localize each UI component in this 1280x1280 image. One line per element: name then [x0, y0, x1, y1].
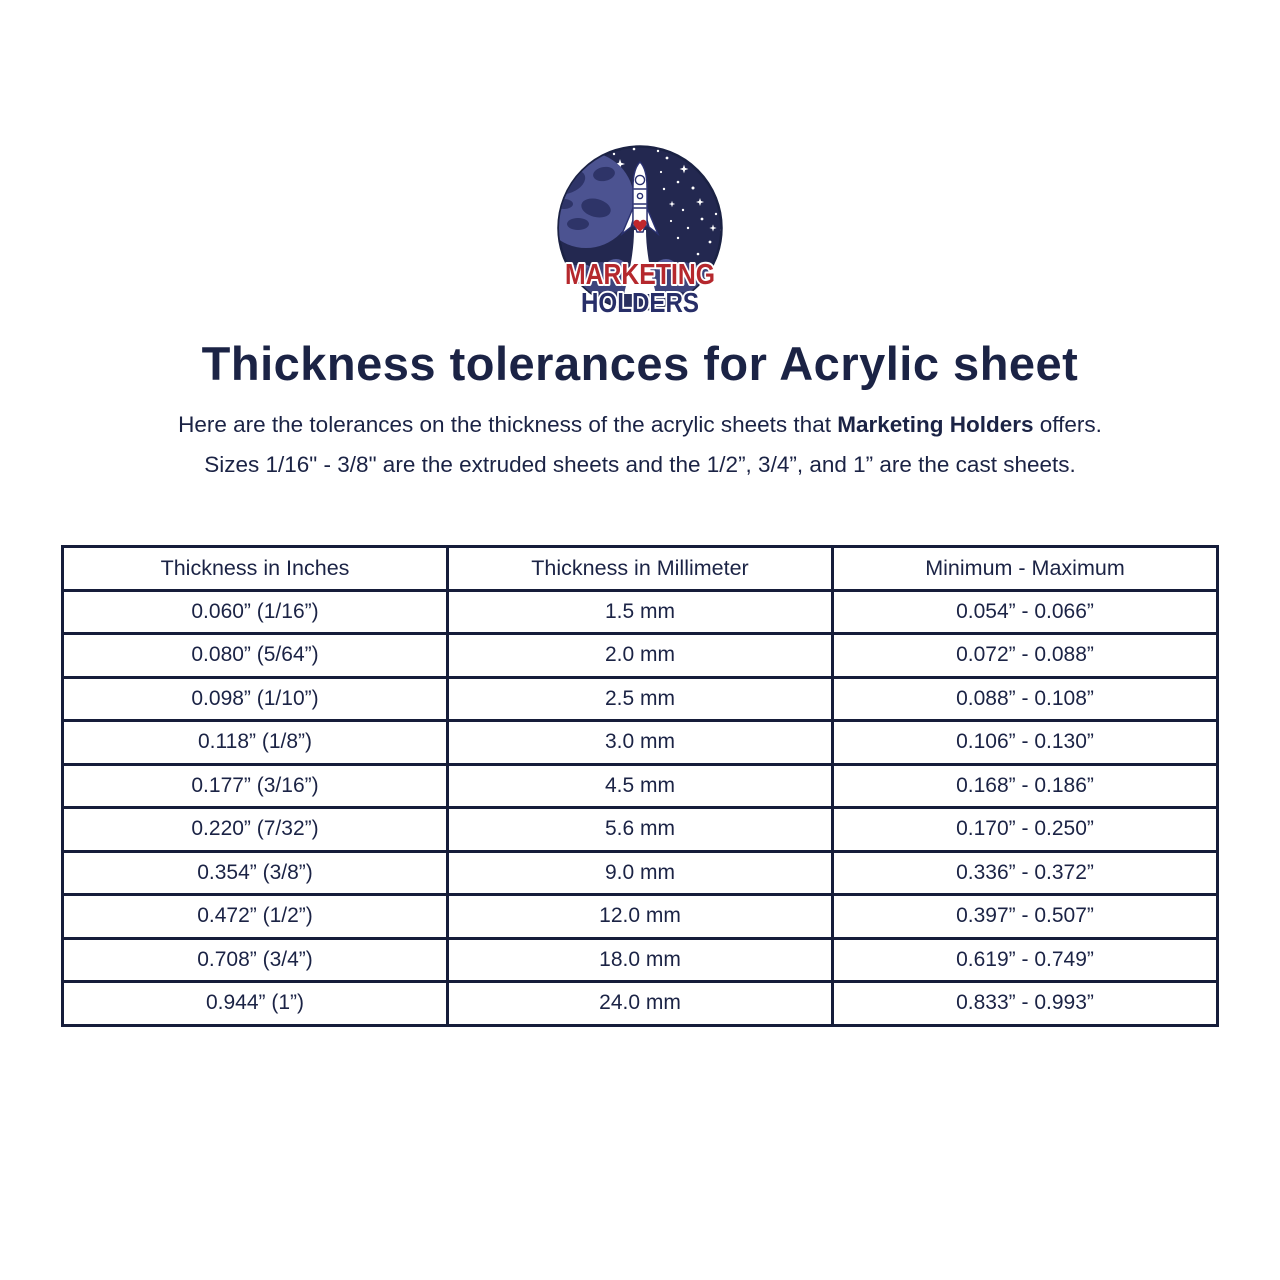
table-cell: 0.619” - 0.749”	[831, 936, 1219, 983]
table-row: 0.220” (7/32”) 5.6 mm 0.170” - 0.250”	[61, 806, 1219, 853]
table-cell: 0.833” - 0.993”	[831, 980, 1219, 1027]
table-row: 0.060” (1/16”) 1.5 mm 0.054” - 0.066”	[61, 588, 1219, 635]
table-row: 0.118” (1/8”) 3.0 mm 0.106” - 0.130”	[61, 719, 1219, 766]
table-cell: 3.0 mm	[446, 719, 834, 766]
logo-word-marketing: MARKETING	[565, 259, 715, 291]
table-cell: 1.5 mm	[446, 588, 834, 635]
table-row: 0.472” (1/2”) 12.0 mm 0.397” - 0.507”	[61, 893, 1219, 940]
table-row: 0.944” (1”) 24.0 mm 0.833” - 0.993”	[61, 980, 1219, 1027]
table-cell: 0.220” (7/32”)	[61, 806, 449, 853]
table-cell: 18.0 mm	[446, 936, 834, 983]
tolerance-table-container: Thickness in Inches Thickness in Millimet…	[61, 545, 1219, 1027]
table-cell: 5.6 mm	[446, 806, 834, 853]
table-cell: 0.170” - 0.250”	[831, 806, 1219, 853]
table-row: 0.177” (3/16”) 4.5 mm 0.168” - 0.186”	[61, 762, 1219, 809]
table-cell: 0.098” (1/10”)	[61, 675, 449, 722]
table-cell: 0.177” (3/16”)	[61, 762, 449, 809]
table-cell: 0.336” - 0.372”	[831, 849, 1219, 896]
table-cell: 0.106” - 0.130”	[831, 719, 1219, 766]
table-row: 0.080” (5/64”) 2.0 mm 0.072” - 0.088”	[61, 632, 1219, 679]
marketing-holders-logo-graphic: MARKETING HOLDERS	[557, 145, 723, 318]
table-cell: 0.054” - 0.066”	[831, 588, 1219, 635]
table-cell: 0.944” (1”)	[61, 980, 449, 1027]
intro-line1-suffix: offers.	[1033, 412, 1102, 437]
page-title: Thickness tolerances for Acrylic sheet	[201, 337, 1079, 390]
intro-brand-name: Marketing Holders	[837, 412, 1034, 437]
table-row: 0.098” (1/10”) 2.5 mm 0.088” - 0.108”	[61, 675, 1219, 722]
table-cell: 0.072” - 0.088”	[831, 632, 1219, 679]
rocket-plume	[624, 230, 656, 294]
column-header: Minimum - Maximum	[831, 545, 1219, 592]
table-cell: 24.0 mm	[446, 980, 834, 1027]
table-cell: 0.472” (1/2”)	[61, 893, 449, 940]
table-cell: 0.088” - 0.108”	[831, 675, 1219, 722]
table-row: 0.708” (3/4”) 18.0 mm 0.619” - 0.749”	[61, 936, 1219, 983]
table-cell: 0.354” (3/8”)	[61, 849, 449, 896]
table-cell: 0.397” - 0.507”	[831, 893, 1219, 940]
logo-word-holders: HOLDERS	[581, 287, 699, 318]
intro-line1-prefix: Here are the tolerances on the thickness…	[178, 412, 838, 437]
star-sparkles	[615, 159, 717, 232]
table-header-row: Thickness in Inches Thickness in Millimet…	[61, 545, 1219, 592]
table-cell: 0.060” (1/16”)	[61, 588, 449, 635]
tolerance-table: Thickness in Inches Thickness in Millimet…	[61, 545, 1219, 1027]
intro-text: Here are the tolerances on the thickness…	[0, 405, 1280, 485]
table-cell: 12.0 mm	[446, 893, 834, 940]
table-cell: 4.5 mm	[446, 762, 834, 809]
table-cell: 2.5 mm	[446, 675, 834, 722]
column-header: Thickness in Millimeter	[446, 545, 834, 592]
table-cell: 0.708” (3/4”)	[61, 936, 449, 983]
rocket	[620, 161, 660, 237]
table-cell: 0.168” - 0.186”	[831, 762, 1219, 809]
table-body: 0.060” (1/16”) 1.5 mm 0.054” - 0.066” 0.080…	[61, 588, 1219, 1027]
table-cell: 9.0 mm	[446, 849, 834, 896]
table-cell: 0.080” (5/64”)	[61, 632, 449, 679]
table-row: 0.354” (3/8”) 9.0 mm 0.336” - 0.372”	[61, 849, 1219, 896]
column-header: Thickness in Inches	[61, 545, 449, 592]
logo: MARKETING HOLDERS	[0, 0, 1280, 318]
intro-line2: Sizes 1/16" - 3/8" are the extruded shee…	[204, 452, 1076, 477]
table-cell: 2.0 mm	[446, 632, 834, 679]
table-cell: 0.118” (1/8”)	[61, 719, 449, 766]
heart-icon	[633, 219, 647, 232]
